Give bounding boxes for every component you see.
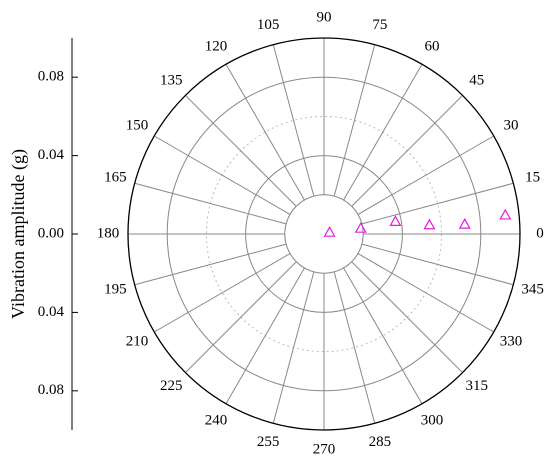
spoke: [272, 44, 315, 197]
angle-label: 240: [205, 412, 228, 428]
r-tick-label: 0.08: [38, 382, 64, 398]
spoke: [351, 261, 463, 373]
spoke: [154, 253, 291, 333]
spoke: [154, 135, 291, 215]
angle-label: 120: [205, 38, 228, 54]
spoke: [333, 44, 376, 197]
angle-label: 60: [425, 38, 440, 54]
angle-label: 330: [500, 333, 523, 349]
angle-label: 255: [257, 434, 280, 450]
data-point: [499, 208, 512, 220]
spoke: [225, 64, 305, 201]
spoke: [225, 267, 305, 404]
angle-label: 270: [313, 441, 336, 457]
data-point: [458, 217, 471, 229]
angle-label: 105: [257, 17, 280, 33]
spoke: [357, 135, 494, 215]
r-tick-label: 0.00: [38, 225, 64, 241]
y-axis-label: Vibration amplitude (g): [8, 149, 29, 319]
spoke: [272, 271, 315, 424]
angle-label: 315: [465, 378, 488, 394]
spoke: [361, 182, 514, 225]
r-tick-label: 0.04: [38, 147, 65, 163]
spoke: [185, 95, 297, 207]
angle-label: 180: [97, 225, 120, 241]
spoke: [134, 243, 287, 286]
angle-label: 15: [525, 170, 540, 186]
angle-label: 285: [369, 434, 392, 450]
data-point: [354, 221, 367, 233]
spoke: [361, 243, 514, 286]
spoke: [134, 182, 287, 225]
spoke: [351, 95, 463, 207]
r-tick-label: 0.04: [38, 304, 65, 320]
outer-circle: [127, 37, 521, 431]
angle-label: 30: [504, 117, 519, 133]
spoke: [333, 271, 376, 424]
angle-label: 195: [104, 281, 127, 297]
spoke: [343, 64, 423, 201]
angle-label: 45: [469, 73, 484, 89]
data-point: [323, 225, 336, 237]
r-tick-label: 0.08: [38, 69, 64, 85]
data-point: [423, 218, 436, 230]
inner-circle: [284, 194, 364, 274]
angle-label: 150: [126, 117, 149, 133]
angle-label: 210: [126, 333, 149, 349]
angle-label: 135: [160, 73, 183, 89]
angle-label: 90: [317, 9, 332, 25]
angle-label: 300: [421, 412, 444, 428]
spoke: [357, 253, 494, 333]
angle-label: 165: [104, 170, 127, 186]
angle-label: 345: [521, 281, 544, 297]
spoke: [185, 261, 297, 373]
angle-label: 75: [372, 17, 387, 33]
data-point: [389, 215, 402, 227]
angle-label: 225: [160, 378, 183, 394]
spoke: [343, 267, 423, 404]
angle-label: 0: [536, 225, 544, 241]
